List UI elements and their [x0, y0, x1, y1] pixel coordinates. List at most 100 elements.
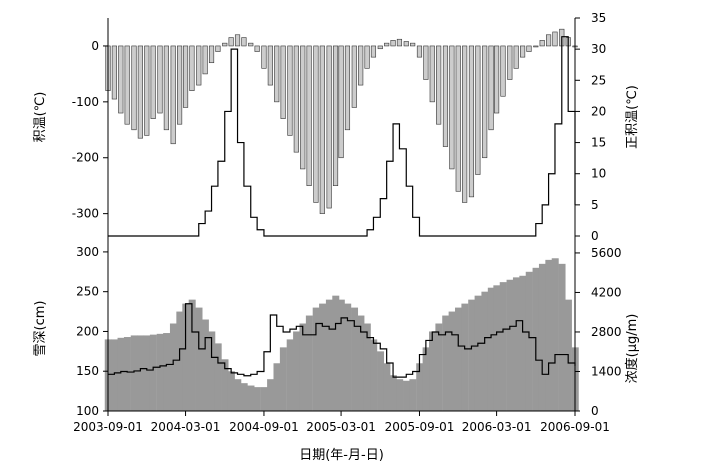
- bottom-right-tick-label: 1400: [591, 364, 622, 378]
- top-bar: [338, 45, 344, 159]
- top-bar: [182, 45, 189, 108]
- top-bar: [364, 45, 370, 69]
- top-bar: [500, 45, 506, 97]
- top-bar: [494, 45, 500, 114]
- top-bar: [488, 45, 494, 131]
- top-bar: [462, 45, 468, 203]
- x-tick-label: 2004-09-01: [229, 420, 299, 434]
- top-bar: [344, 45, 351, 131]
- bottom-area-bar: [416, 363, 424, 411]
- bottom-area-bar: [214, 343, 222, 411]
- top-bar: [442, 45, 449, 147]
- top-bar: [351, 45, 357, 108]
- bottom-area-bar: [383, 363, 391, 411]
- top-bar: [131, 45, 137, 131]
- bottom-left-tick-label: 100: [76, 404, 99, 418]
- bottom-area-bar: [538, 263, 546, 411]
- bottom-area-bar: [111, 339, 119, 411]
- top-right-tick-label: 30: [591, 42, 606, 56]
- top-right-tick-label: 35: [591, 11, 606, 25]
- top-bar: [436, 45, 442, 125]
- top-bar: [261, 45, 267, 69]
- top-bar: [300, 45, 306, 170]
- top-bar: [507, 45, 513, 80]
- bottom-area-bar: [558, 263, 566, 411]
- bottom-area-bar: [363, 323, 371, 411]
- top-bar: [118, 45, 124, 114]
- top-bar: [280, 45, 286, 119]
- bottom-area-bar: [389, 375, 397, 411]
- top-line-group: [108, 36, 576, 237]
- bottom-area-bar: [474, 295, 482, 411]
- top-bar: [455, 45, 461, 192]
- bottom-area-bar: [325, 299, 333, 411]
- bottom-area-bar: [260, 387, 268, 411]
- x-tick-label: 2006-09-01: [540, 420, 610, 434]
- top-bar: [429, 45, 435, 103]
- bottom-area-bar: [240, 383, 248, 411]
- top-bar: [403, 41, 409, 47]
- top-bar: [274, 45, 280, 103]
- x-axis-title: 日期(年-月-日): [299, 448, 384, 463]
- top-bar: [170, 45, 176, 145]
- top-right-tick-label: 10: [591, 167, 606, 181]
- bottom-area-bar: [468, 299, 476, 411]
- top-left-tick-label: -300: [72, 207, 99, 221]
- x-tick-label: 2004-03-01: [151, 420, 221, 434]
- bottom-area-bar: [130, 335, 138, 411]
- x-tick-label: 2003-09-01: [73, 420, 143, 434]
- top-bar: [319, 45, 325, 214]
- bottom-area-bar: [551, 258, 559, 411]
- top-bar: [449, 45, 455, 170]
- top-step-line: [108, 36, 576, 237]
- bottom-area-bar: [357, 315, 365, 411]
- bottom-area-bar: [344, 303, 352, 411]
- bottom-right-tick-label: 4200: [591, 285, 622, 299]
- bottom-left-tick-label: 250: [76, 285, 99, 299]
- top-bar: [202, 45, 208, 75]
- bottom-area-bar: [396, 379, 404, 411]
- top-bar: [410, 42, 416, 47]
- bottom-area-bar: [461, 303, 469, 411]
- top-bar: [313, 45, 319, 203]
- top-right-tick-label: 15: [591, 136, 606, 150]
- top-bar: [248, 42, 254, 47]
- top-bar: [177, 45, 183, 125]
- bottom-area-bar: [123, 337, 131, 411]
- bottom-area-bar: [370, 339, 378, 411]
- top-bar: [287, 45, 293, 136]
- top-bar: [267, 45, 273, 86]
- top-bar: [150, 45, 156, 119]
- top-bar: [482, 45, 488, 159]
- top-right-axis-title: 正积温(℃): [625, 85, 640, 149]
- top-bar: [332, 45, 339, 186]
- bottom-area-bar: [195, 307, 203, 411]
- bottom-area-bar: [279, 347, 287, 411]
- top-bar: [358, 45, 364, 86]
- top-right-tick-label: 25: [591, 73, 606, 87]
- bottom-area-bar: [409, 379, 417, 411]
- bottom-area-bar: [156, 333, 164, 411]
- bottom-step-line: [108, 303, 576, 378]
- bottom-area-bar: [525, 271, 533, 411]
- bottom-area-bar: [188, 299, 196, 411]
- bottom-area-bar: [422, 347, 430, 411]
- top-bar: [208, 45, 215, 64]
- bottom-area-bar: [377, 351, 385, 411]
- x-tick-label: 2005-03-01: [306, 420, 376, 434]
- top-bar: [326, 45, 332, 209]
- top-bar: [526, 45, 532, 52]
- top-bar: [241, 37, 247, 47]
- bottom-area-bar: [519, 275, 527, 411]
- top-bar: [157, 45, 163, 114]
- top-bar: [468, 45, 475, 198]
- top-bar: [189, 45, 195, 91]
- bottom-area-bar: [273, 363, 281, 411]
- bottom-area-bar: [545, 259, 553, 411]
- bottom-area-bar: [319, 303, 327, 411]
- top-bar: [293, 45, 299, 153]
- bottom-area-bar: [201, 319, 209, 411]
- bottom-area-bar: [499, 282, 507, 411]
- x-tick-label: 2006-03-01: [462, 420, 532, 434]
- top-bar: [254, 45, 260, 52]
